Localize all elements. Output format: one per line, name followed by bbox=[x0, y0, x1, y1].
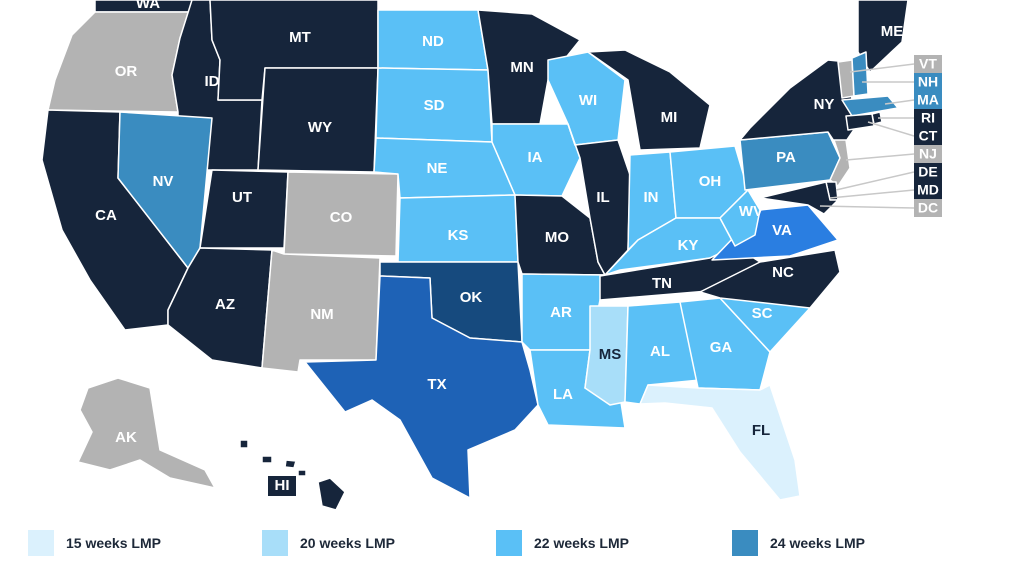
state-ms bbox=[584, 305, 629, 406]
callout-box-vt bbox=[914, 55, 942, 73]
callout-label-dc: DC bbox=[918, 200, 938, 216]
state-nm bbox=[261, 249, 381, 373]
state-ga bbox=[679, 297, 771, 391]
callout-box-nh bbox=[914, 73, 942, 91]
state-ks bbox=[397, 194, 519, 263]
state-ma bbox=[841, 95, 899, 117]
legend-label: 24 weeks LMP bbox=[770, 535, 865, 551]
leader-line-de bbox=[835, 171, 915, 191]
us-map: WAORCAIDNVMTWYUTAZCONMNDSDNEKSOKTXMNIAMO… bbox=[41, 0, 942, 511]
callout-label-nj: NJ bbox=[919, 146, 937, 162]
legend-item-15-weeks: 15 weeks LMP bbox=[28, 528, 161, 558]
leader-line-vt bbox=[849, 63, 915, 73]
state-wv bbox=[719, 189, 761, 247]
leader-lines bbox=[819, 63, 915, 209]
states-layer bbox=[41, 0, 909, 511]
legend-item-20-weeks: 20 weeks LMP bbox=[262, 528, 395, 558]
state-me bbox=[857, 0, 909, 73]
legend-item-24-weeks: 24 weeks LMP bbox=[732, 528, 865, 558]
legend-label: 15 weeks LMP bbox=[66, 535, 161, 551]
callout-box-md bbox=[914, 181, 942, 199]
leader-line-nj bbox=[845, 153, 915, 161]
legend-swatch bbox=[28, 530, 54, 556]
state-ut bbox=[199, 169, 289, 249]
legend-item-22-weeks: 22 weeks LMP bbox=[496, 528, 629, 558]
leader-line-dc bbox=[819, 205, 915, 209]
callout-label-nh: NH bbox=[918, 74, 938, 90]
state-sd bbox=[375, 67, 493, 143]
callout-box-dc bbox=[914, 199, 942, 217]
state-wa bbox=[94, 0, 199, 13]
state-or bbox=[47, 11, 193, 113]
state-nj bbox=[829, 139, 851, 187]
legend: 15 weeks LMP 20 weeks LMP 22 weeks LMP 2… bbox=[0, 528, 1014, 560]
legend-swatch bbox=[496, 530, 522, 556]
callout-box-nj bbox=[914, 145, 942, 163]
state-wy bbox=[257, 67, 379, 173]
callout-box-ct bbox=[914, 127, 942, 145]
callout-label-vt: VT bbox=[919, 56, 937, 72]
state-pa bbox=[739, 131, 841, 191]
state-fl bbox=[639, 384, 801, 501]
state-nc bbox=[699, 249, 841, 309]
callout-box-ma bbox=[914, 91, 942, 109]
state-tx bbox=[304, 275, 539, 499]
callout-label-ma: MA bbox=[917, 92, 939, 108]
leader-line-ma bbox=[884, 99, 915, 105]
state-mi bbox=[587, 49, 711, 151]
state-nh bbox=[851, 51, 869, 97]
state-label-box-hi bbox=[268, 476, 296, 496]
callout-label-ri: RI bbox=[921, 110, 935, 126]
state-hi bbox=[239, 439, 346, 511]
state-nd bbox=[377, 9, 489, 71]
state-md bbox=[759, 181, 839, 215]
state-co bbox=[283, 171, 399, 257]
state-ct bbox=[845, 113, 875, 131]
legend-label: 20 weeks LMP bbox=[300, 535, 395, 551]
state-mn bbox=[477, 9, 581, 125]
legend-swatch bbox=[732, 530, 758, 556]
legend-swatch bbox=[262, 530, 288, 556]
state-il bbox=[567, 123, 631, 276]
state-ak bbox=[77, 377, 216, 489]
callout-label-md: MD bbox=[917, 182, 939, 198]
callout-label-ct: CT bbox=[919, 128, 938, 144]
callout-box-de bbox=[914, 163, 942, 181]
leader-line-ct bbox=[867, 121, 915, 137]
legend-label: 22 weeks LMP bbox=[534, 535, 629, 551]
leader-line-md bbox=[829, 189, 915, 199]
callout-label-de: DE bbox=[918, 164, 937, 180]
small-state-callouts: VT NH MA RI CT NJ DE MD DC bbox=[914, 55, 942, 217]
callout-box-ri bbox=[914, 109, 942, 127]
